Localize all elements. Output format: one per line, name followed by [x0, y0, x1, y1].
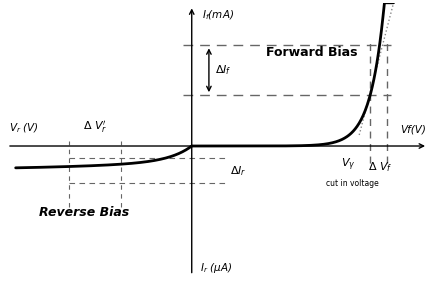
Text: $V_r$ (V): $V_r$ (V): [9, 121, 39, 135]
Text: $\Delta\ V_r'$: $\Delta\ V_r'$: [83, 119, 107, 135]
Text: Vf(V): Vf(V): [399, 125, 425, 135]
Text: cut in voltage: cut in voltage: [326, 179, 378, 188]
Text: Reverse Bias: Reverse Bias: [39, 206, 129, 219]
Text: $\Delta I_r$: $\Delta I_r$: [230, 164, 247, 178]
Text: $\Delta I_f$: $\Delta I_f$: [215, 63, 231, 77]
Text: $I_f$(mA): $I_f$(mA): [202, 8, 234, 22]
Text: $\Delta\ V_f$: $\Delta\ V_f$: [368, 160, 392, 174]
Text: $V_\gamma$: $V_\gamma$: [340, 157, 355, 173]
Text: Forward Bias: Forward Bias: [266, 46, 357, 59]
Text: $I_r$ (μA): $I_r$ (μA): [200, 261, 232, 275]
